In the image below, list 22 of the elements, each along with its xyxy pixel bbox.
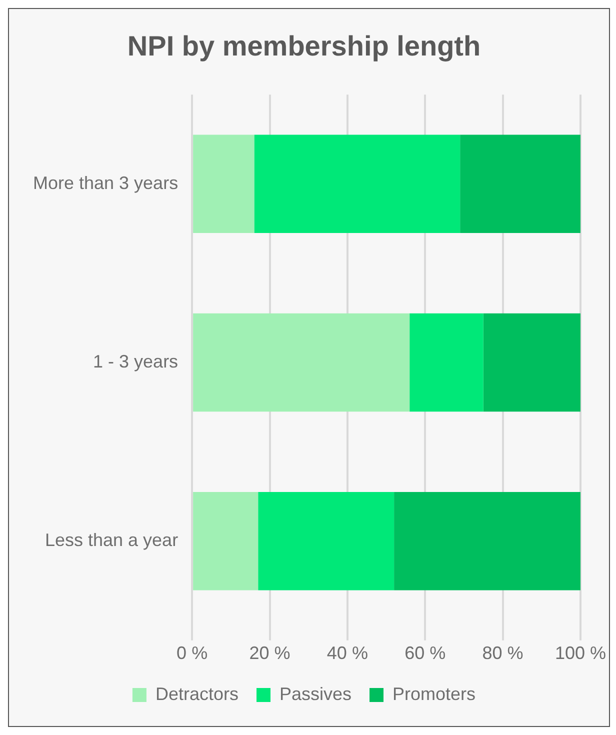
bar bbox=[254, 134, 460, 234]
bar bbox=[193, 313, 410, 412]
legend-label: Promoters bbox=[392, 684, 476, 704]
bar bbox=[193, 134, 254, 234]
bar bbox=[410, 313, 484, 412]
bar bbox=[460, 134, 580, 234]
chart-title: NPI by membership length bbox=[127, 30, 481, 62]
bar bbox=[483, 313, 580, 412]
x-tick-label: 40 % bbox=[326, 643, 368, 664]
bar bbox=[258, 492, 394, 590]
legend-label: Detractors bbox=[155, 684, 238, 704]
x-tick-label: 100 % bbox=[554, 643, 606, 664]
x-tick-label: 80 % bbox=[482, 643, 524, 664]
y-tick-label: Less than a year bbox=[44, 530, 178, 550]
x-tick-label: 0 % bbox=[176, 643, 208, 664]
x-tick-label: 20 % bbox=[249, 643, 290, 664]
x-tick-label: 60 % bbox=[404, 643, 446, 664]
bar bbox=[193, 492, 258, 590]
bar bbox=[394, 492, 580, 590]
legend-label: Passives bbox=[279, 684, 352, 704]
y-tick-label: More than 3 years bbox=[32, 172, 178, 193]
y-tick-label: 1 - 3 years bbox=[93, 351, 178, 372]
